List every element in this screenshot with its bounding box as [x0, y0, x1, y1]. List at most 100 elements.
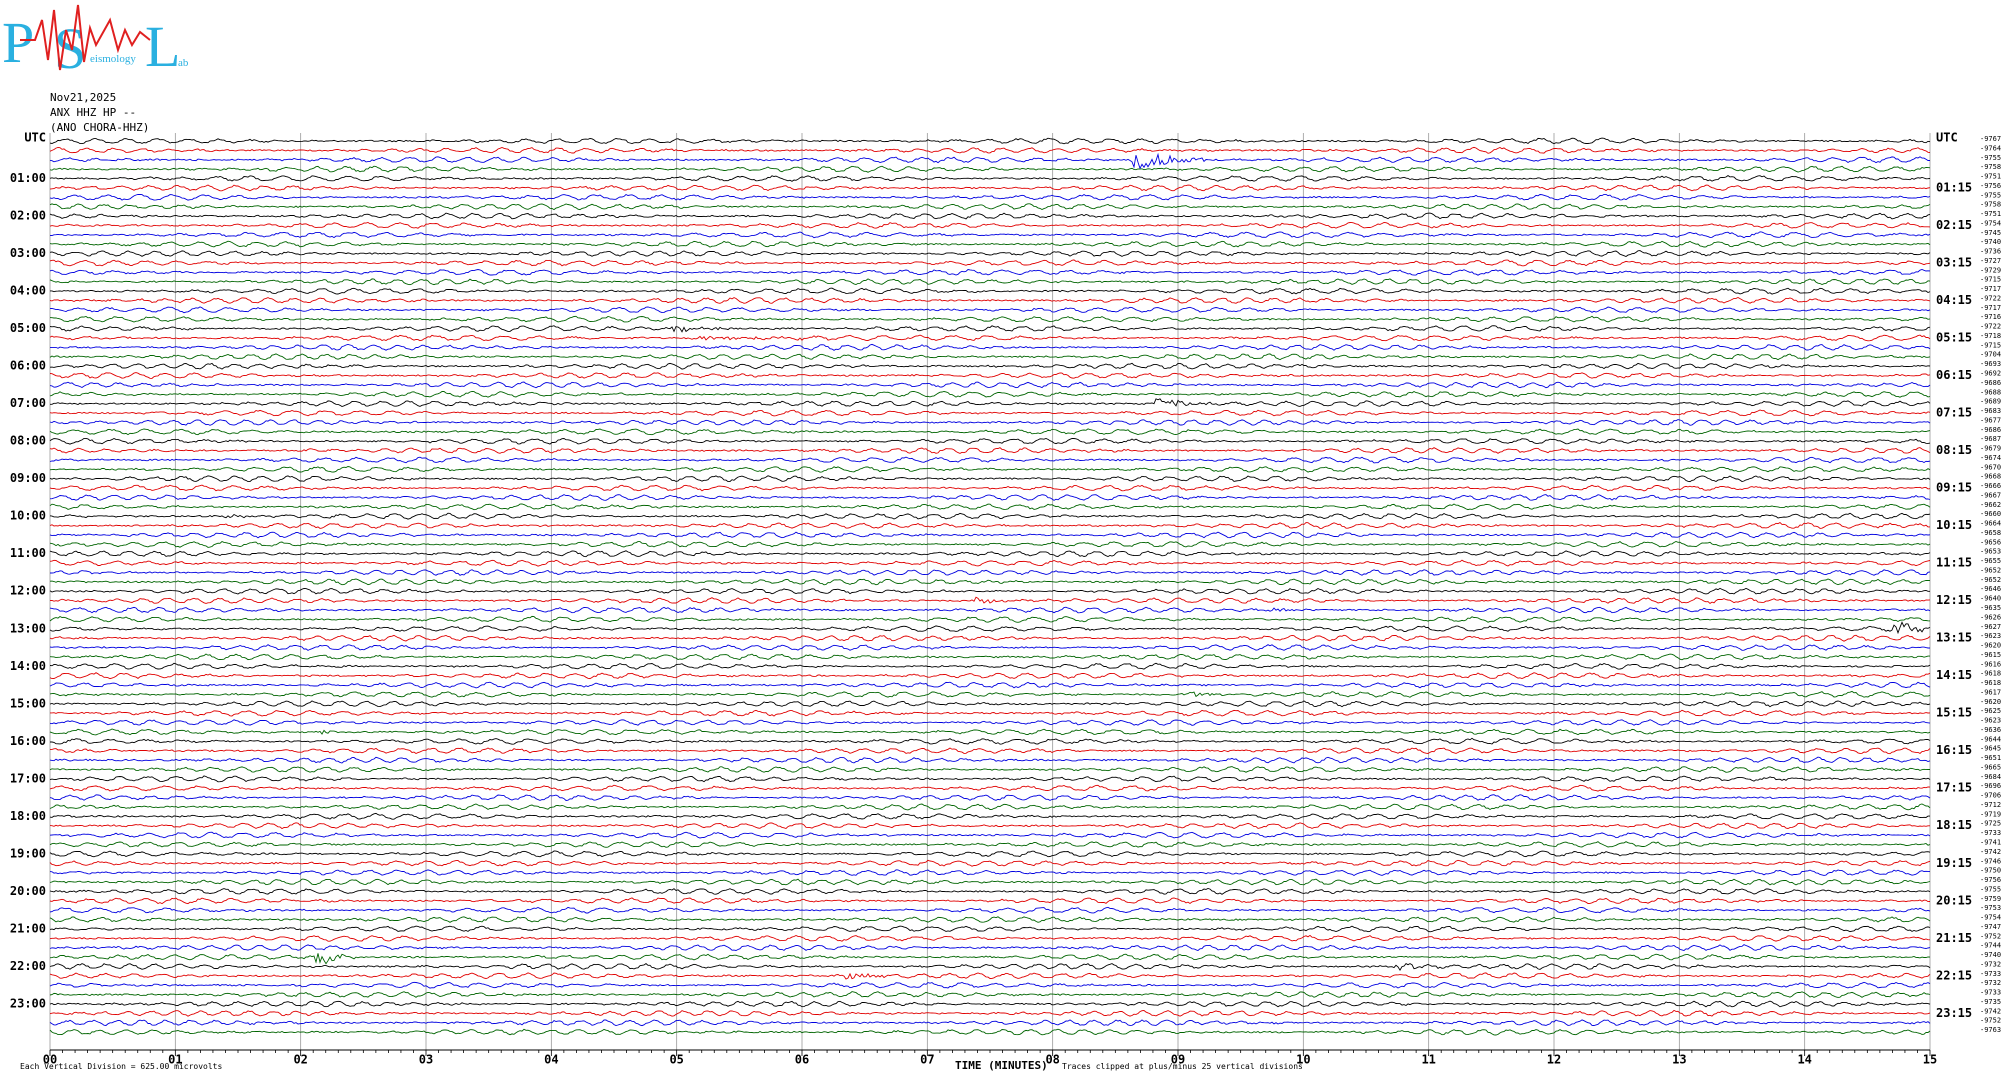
trace [49, 719, 1931, 726]
trace-offset: -9627 [1980, 623, 2001, 631]
right-hour-label: 02:15 [1936, 218, 1972, 232]
trace-offset: -9752 [1980, 932, 2001, 940]
trace [49, 888, 1931, 895]
trace [49, 522, 1930, 529]
x-tick-label: 01 [168, 1053, 182, 1067]
trace [49, 859, 1931, 867]
trace [49, 662, 1931, 670]
trace-offset: -9616 [1980, 660, 2001, 668]
traces [49, 137, 1931, 1036]
trace [49, 621, 1931, 635]
trace-offset: -9704 [1980, 351, 2001, 359]
right-hour-label: 21:15 [1936, 931, 1972, 945]
trace-offset: -9732 [1980, 960, 2001, 968]
x-tick-label: 06 [795, 1053, 809, 1067]
left-hour-label: 17:00 [10, 771, 46, 785]
trace-offset: -9618 [1980, 670, 2001, 678]
trace [49, 146, 1931, 154]
trace-offset: -9677 [1980, 416, 2001, 424]
trace [49, 812, 1930, 820]
trace-offset: -9715 [1980, 276, 2001, 284]
trace-offset: -9662 [1980, 501, 2001, 509]
trace [49, 991, 1931, 998]
trace [49, 381, 1931, 389]
trace [49, 325, 1931, 333]
trace-offset: -9665 [1980, 763, 2001, 771]
left-hour-label: 23:00 [10, 996, 46, 1010]
trace [49, 175, 1931, 182]
trace [49, 372, 1931, 379]
left-hour-label: 18:00 [10, 809, 46, 823]
left-hour-label: 08:00 [10, 434, 46, 448]
logo: P S L eismology ab [2, 4, 189, 81]
left-hour-label: 09:00 [10, 471, 46, 485]
trace-offset: -9620 [1980, 698, 2001, 706]
trace-offset: -9722 [1980, 294, 2001, 302]
trace-offset: -9640 [1980, 595, 2001, 603]
trace [49, 925, 1931, 933]
trace [49, 897, 1931, 905]
trace-offset: -9717 [1980, 285, 2001, 293]
trace-offset: -9692 [1980, 370, 2001, 378]
trace [49, 615, 1931, 623]
trace-offset: -9755 [1980, 191, 2001, 199]
trace-offset: -9727 [1980, 257, 2001, 265]
trace [49, 606, 1931, 614]
trace [49, 972, 1931, 980]
trace [49, 756, 1931, 764]
trace [49, 559, 1931, 567]
left-hour-label: 20:00 [10, 884, 46, 898]
left-hour-label: 07:00 [10, 396, 46, 410]
trace-offset: -9753 [1980, 904, 2001, 912]
trace [49, 653, 1930, 661]
trace-offset: -9655 [1980, 557, 2001, 565]
trace [49, 690, 1931, 698]
right-hour-label: UTC [1936, 131, 1958, 145]
right-hour-label: 22:15 [1936, 968, 1972, 982]
trace [49, 466, 1931, 473]
trace [49, 137, 1931, 145]
left-hour-label: 06:00 [10, 359, 46, 373]
trace-offset: -9745 [1980, 229, 2001, 237]
x-tick-label: 12 [1547, 1053, 1561, 1067]
trace [50, 287, 1931, 295]
trace [50, 747, 1931, 755]
trace [49, 475, 1931, 483]
logo-small: eismology [90, 53, 136, 65]
trace [49, 343, 1931, 351]
trace-offset: -9645 [1980, 745, 2001, 753]
trace [49, 981, 1931, 989]
left-hour-label: 15:00 [10, 696, 46, 710]
right-hour-label: 13:15 [1936, 631, 1972, 645]
left-hour-label: 21:00 [10, 921, 46, 935]
trace-offset: -9664 [1980, 520, 2001, 528]
left-hour-label: 11:00 [10, 546, 46, 560]
trace [49, 419, 1931, 426]
trace-offset: -9712 [1980, 801, 2001, 809]
trace [49, 850, 1931, 858]
trace [49, 681, 1931, 689]
right-hour-label: 15:15 [1936, 706, 1972, 720]
trace-offset: -9752 [1980, 1017, 2001, 1025]
trace-offset: -9740 [1980, 238, 2001, 246]
trace [49, 484, 1931, 492]
trace [49, 269, 1931, 276]
left-hour-label: 22:00 [10, 959, 46, 973]
trace [49, 503, 1931, 511]
trace [49, 869, 1931, 877]
trace-offset: -9733 [1980, 970, 2001, 978]
x-tick-label: 03 [419, 1053, 433, 1067]
trace-offset: -9725 [1980, 820, 2001, 828]
trace [49, 222, 1931, 229]
trace [49, 259, 1931, 267]
trace-offset: -9687 [1980, 435, 2001, 443]
trace [49, 634, 1931, 642]
trace-offset: -9717 [1980, 304, 2001, 312]
trace [49, 512, 1931, 520]
right-hour-label: 14:15 [1936, 668, 1972, 682]
right-hour-label: 11:15 [1936, 556, 1972, 570]
trace [49, 353, 1931, 361]
trace [50, 569, 1931, 576]
right-hour-label: 07:15 [1936, 406, 1972, 420]
